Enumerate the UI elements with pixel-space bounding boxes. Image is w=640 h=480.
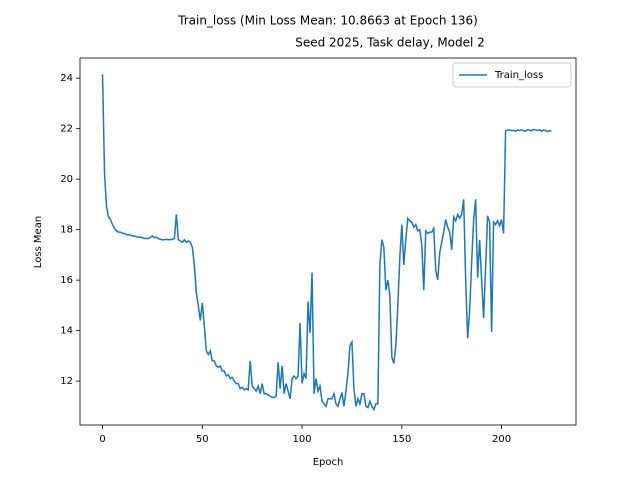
x-tick-label: 100 (293, 434, 312, 445)
x-tick-label: 0 (99, 434, 105, 445)
y-tick-label: 12 (60, 376, 73, 387)
y-tick-label: 18 (60, 225, 73, 236)
y-axis-label: Loss Mean (33, 216, 44, 268)
x-tick-label: 200 (492, 434, 511, 445)
x-tick-label: 150 (392, 434, 411, 445)
x-tick-label: 50 (196, 434, 209, 445)
plot-frame (79, 57, 577, 426)
y-tick-label: 14 (60, 326, 73, 337)
y-tick-label: 20 (60, 174, 73, 185)
x-axis-label: Epoch (313, 457, 344, 468)
y-tick-label: 16 (60, 275, 73, 286)
legend-label: Train_loss (494, 70, 543, 81)
legend-box (452, 62, 572, 88)
chart-title: Seed 2025, Task delay, Model 2 (295, 36, 485, 50)
chart-title: Train_loss (Min Loss Mean: 10.8663 at Ep… (177, 14, 478, 28)
y-tick-label: 24 (60, 73, 73, 84)
y-tick-label: 22 (60, 124, 73, 135)
line-series (101, 74, 552, 412)
